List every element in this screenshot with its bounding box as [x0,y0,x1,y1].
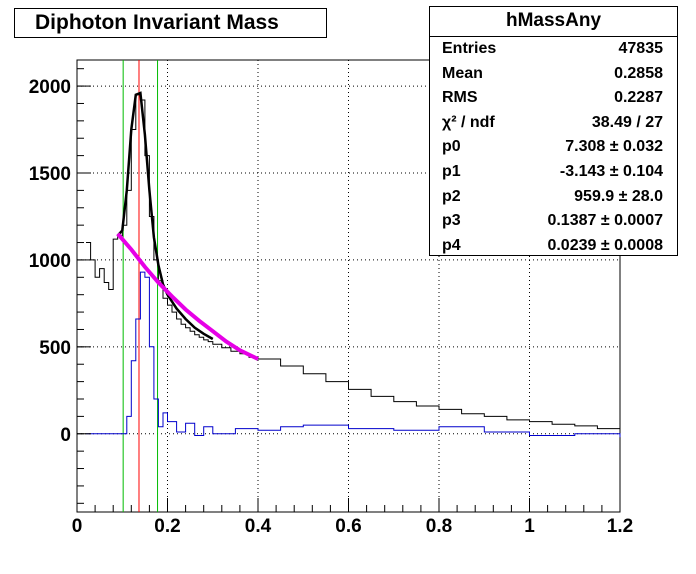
stats-row: p3 0.1387 ± 0.0007 [430,209,677,234]
stats-row: p0 7.308 ± 0.032 [430,135,677,160]
stats-row: Entries 47835 [430,37,677,62]
stats-row: p2 959.9 ± 28.0 [430,185,677,210]
stats-rows: Entries 47835 Mean 0.2858 RMS 0.2287 χ² / ndf 3… [430,37,677,258]
stats-value: 959.9 ± 28.0 [574,187,663,205]
chart-title: Diphoton Invariant Mass [14,8,327,38]
series-signal-fit [116,91,214,341]
stats-value: 0.2858 [614,64,663,82]
x-tick-label: 0.8 [426,516,452,537]
stats-row: Mean 0.2858 [430,62,677,87]
x-tick-label: 1 [524,516,535,537]
series-background-subtracted [86,271,621,438]
series-group [86,91,621,438]
y-tick-label: 500 [39,338,71,359]
stats-value: 0.1387 ± 0.0007 [547,212,663,230]
stats-key: p2 [442,187,461,205]
stats-box: hMassAny Entries 47835 Mean 0.2858 RMS 0.2287… [429,6,678,256]
y-tick-label: 2000 [29,77,71,98]
x-tick-label: 0.4 [245,516,272,537]
stats-key: p1 [442,162,461,180]
y-tick-label: 0 [60,425,71,446]
x-tick-label: 1.2 [607,516,633,537]
stats-row: χ² / ndf 38.49 / 27 [430,111,677,136]
stats-key: p0 [442,138,461,156]
stats-row: p1 -3.143 ± 0.104 [430,160,677,185]
x-tick-label: 0.2 [154,516,180,537]
stats-value: 0.0239 ± 0.0008 [547,236,663,254]
window-lines [122,60,159,512]
stats-value: 47835 [618,40,664,57]
stats-value: 7.308 ± 0.032 [565,138,663,156]
axes: 0 0.2 0.4 0.6 0.8 1 1.2 0 500 1000 1500 2000 [29,68,633,537]
stats-row: p4 0.0239 ± 0.0008 [430,234,677,259]
y-tick-label: 1500 [29,164,71,185]
x-tick-label: 0.6 [335,516,361,537]
x-tick-label: 0 [72,516,83,537]
series-background-fit [116,232,259,361]
stats-key: Entries [442,40,497,57]
stats-value: -3.143 ± 0.104 [559,162,663,180]
y-tick-label: 1000 [29,251,71,272]
stats-name: hMassAny [430,7,677,37]
stats-key: p4 [442,236,461,254]
stats-key: χ² / ndf [442,113,495,131]
stats-value: 0.2287 [614,89,663,107]
stats-key: Mean [442,64,483,82]
stats-row: RMS 0.2287 [430,86,677,111]
stats-value: 38.49 / 27 [591,113,663,131]
stats-key: p3 [442,212,461,230]
stats-key: RMS [442,89,478,107]
